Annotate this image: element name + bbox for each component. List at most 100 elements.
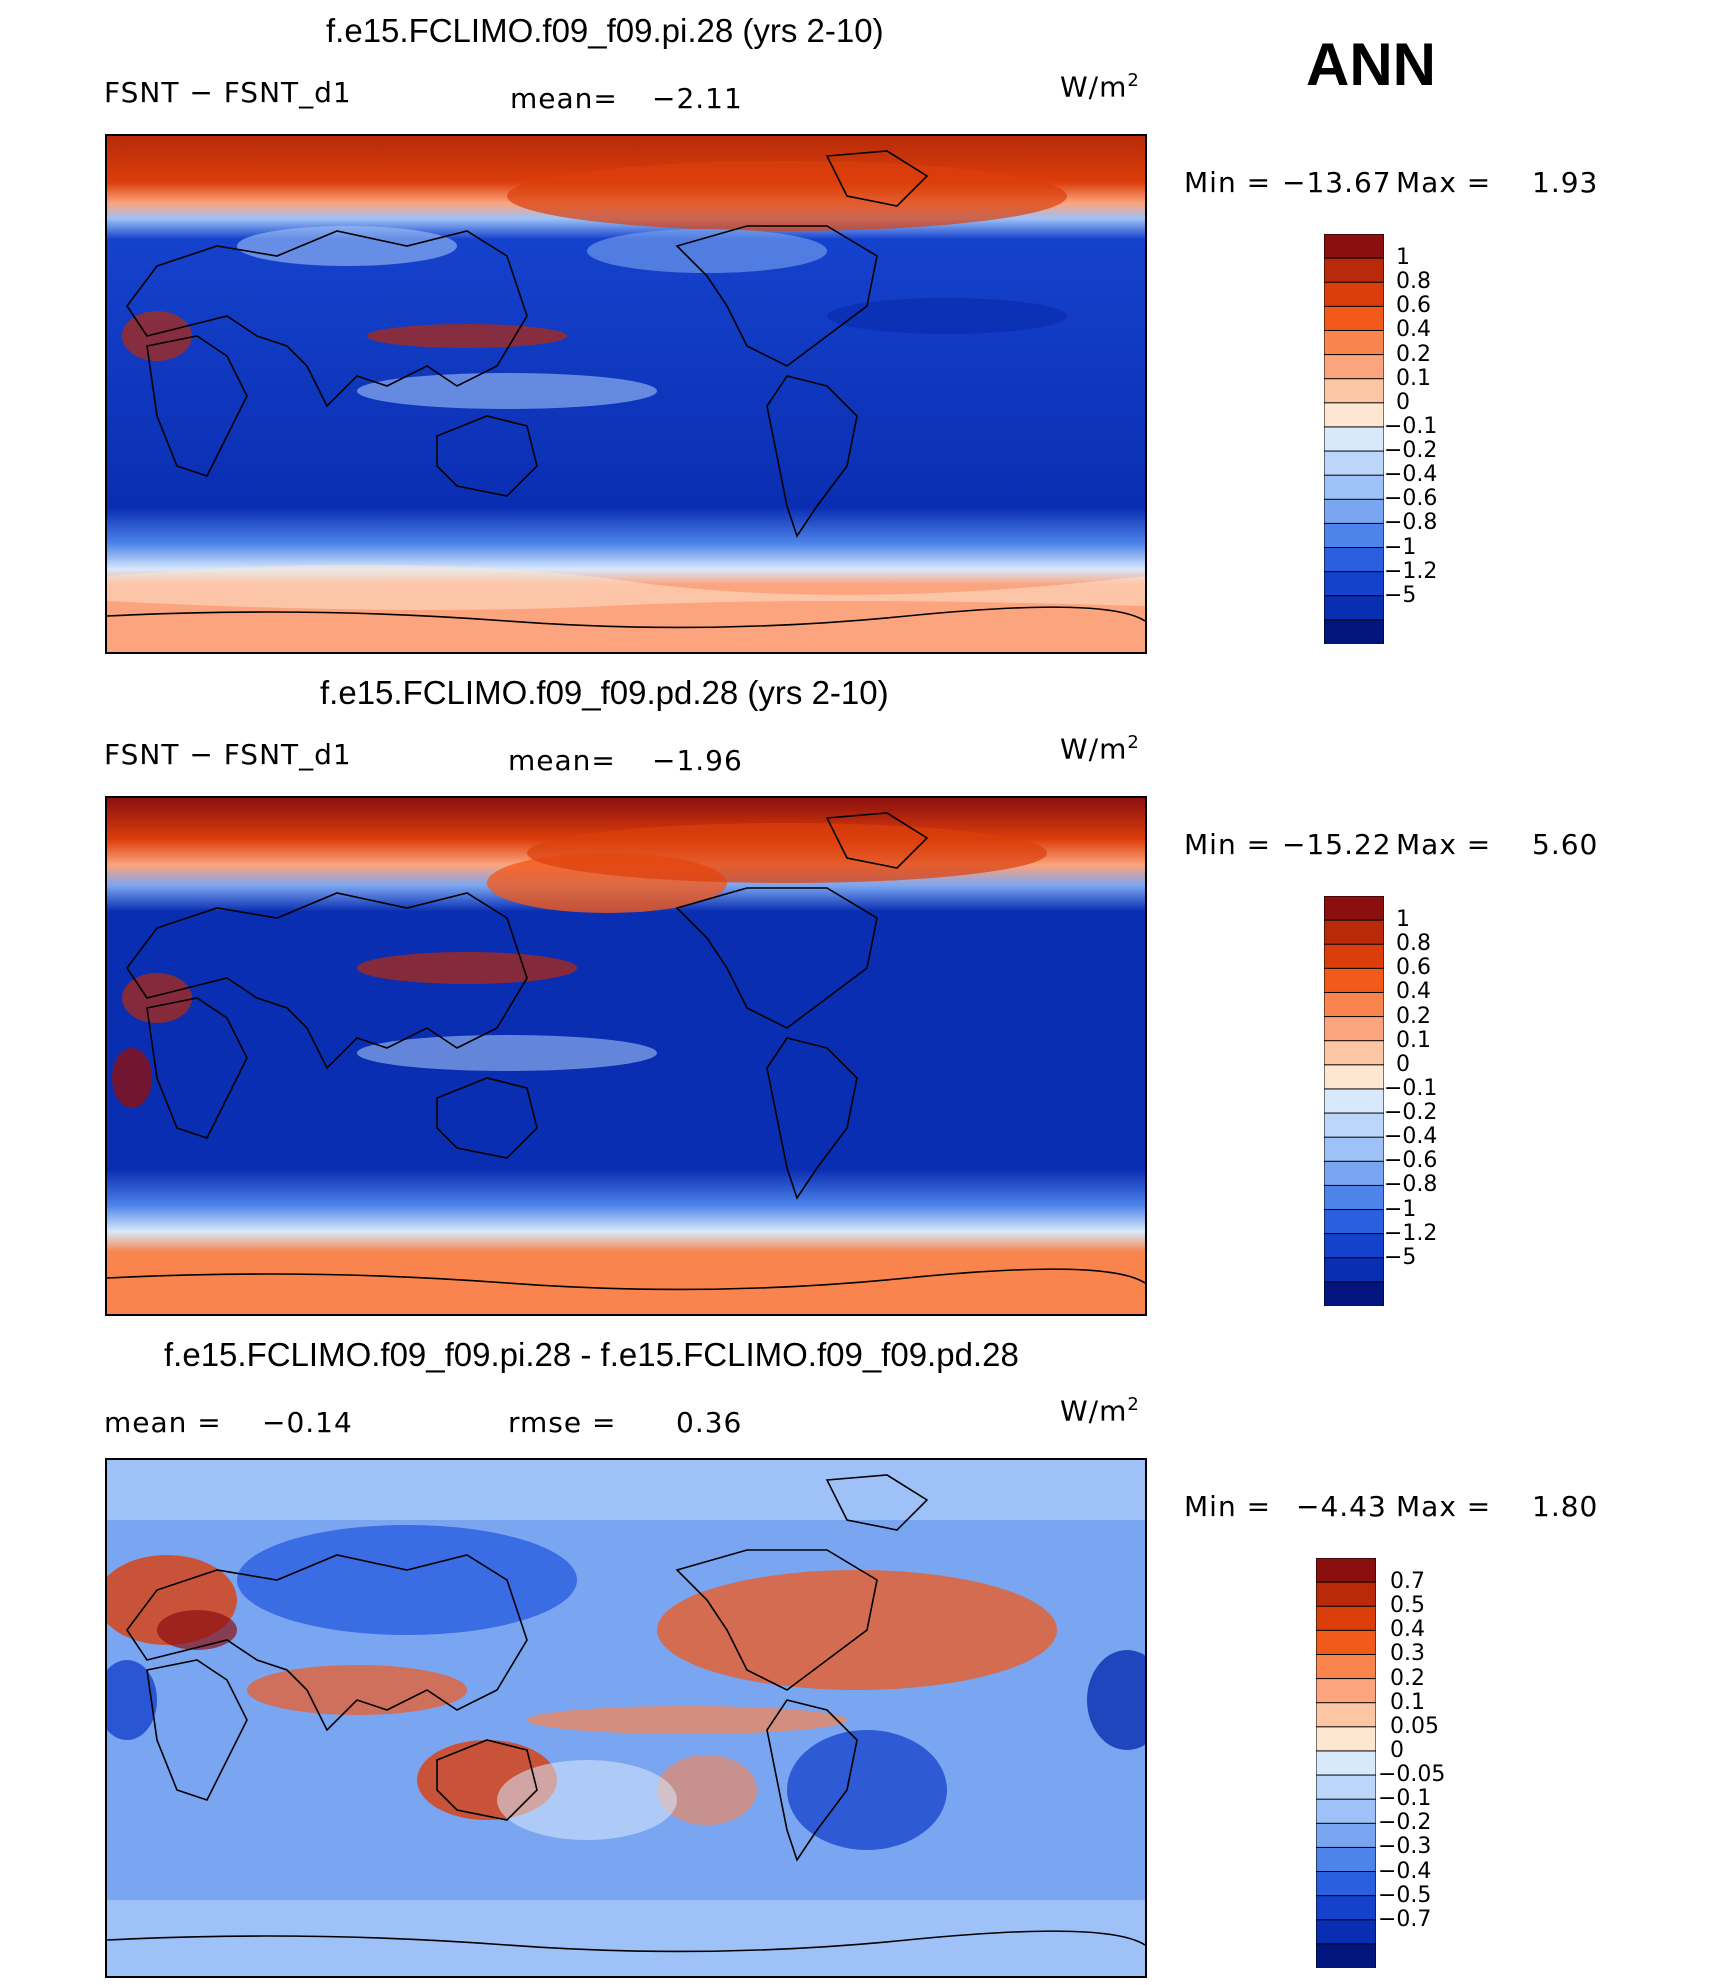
colorbar-1-tick-label: 0.4 bbox=[1396, 317, 1431, 343]
panel-3-min-label: Min = bbox=[1184, 1490, 1272, 1523]
colorbar-2-swatch bbox=[1323, 967, 1385, 994]
panel-3-units: W/m2 bbox=[1060, 1394, 1140, 1427]
panel-1-southern-ocean bbox=[107, 564, 1145, 610]
colorbar-3-swatch bbox=[1315, 1629, 1377, 1656]
panel-1-map bbox=[105, 134, 1147, 654]
colorbar-3-swatch bbox=[1315, 1557, 1377, 1584]
panel-1-min-value: −13.67 bbox=[1282, 166, 1392, 199]
panel-1-sahara bbox=[122, 311, 192, 361]
panel-3-samerica-neg bbox=[787, 1730, 947, 1850]
panel-3-pacific-light bbox=[497, 1760, 677, 1840]
panel-1-colorbar-svg bbox=[1323, 233, 1385, 646]
colorbar-3-tick-label: 0.5 bbox=[1390, 1593, 1425, 1619]
colorbar-3-tick-label: 0 bbox=[1390, 1737, 1404, 1763]
panel-1-arctic-anomaly bbox=[507, 161, 1067, 231]
panel-3-mideast-pos bbox=[157, 1610, 237, 1650]
colorbar-1-tick-label: −0.4 bbox=[1384, 462, 1438, 488]
colorbar-1-swatch bbox=[1323, 595, 1385, 621]
colorbar-2-tick-label: −0.4 bbox=[1384, 1124, 1438, 1150]
colorbar-2-swatch bbox=[1323, 1233, 1385, 1259]
panel-3-min-value: −4.43 bbox=[1296, 1490, 1387, 1523]
panel-3-colorbar-svg bbox=[1315, 1557, 1377, 1970]
colorbar-2-tick-label: 0 bbox=[1396, 1051, 1410, 1077]
colorbar-1-tick-label: 0.8 bbox=[1396, 269, 1431, 295]
colorbar-1-swatch bbox=[1323, 257, 1385, 284]
colorbar-1-swatch bbox=[1323, 474, 1385, 501]
panel-3-america-pos bbox=[657, 1570, 1057, 1690]
colorbar-3-tick-label: 0.3 bbox=[1390, 1641, 1425, 1667]
colorbar-2-tick-label: −1.2 bbox=[1384, 1220, 1438, 1246]
colorbar-3-tick-label: −0.3 bbox=[1378, 1834, 1432, 1860]
panel-1-max-value: 1.93 bbox=[1532, 166, 1599, 199]
panel-2-colorbar-svg bbox=[1323, 895, 1385, 1308]
colorbar-2-swatch bbox=[1323, 1088, 1385, 1115]
colorbar-3-swatch bbox=[1315, 1798, 1377, 1825]
season-label: ANN bbox=[1306, 31, 1436, 98]
panel-3-colorbar bbox=[1315, 1557, 1377, 1970]
colorbar-1-swatch bbox=[1323, 378, 1385, 404]
colorbar-3-swatch bbox=[1315, 1846, 1377, 1873]
panel-3-rmse-value: 0.36 bbox=[676, 1406, 743, 1439]
colorbar-3-swatch bbox=[1315, 1774, 1377, 1801]
panel-3-arctic bbox=[107, 1460, 1145, 1520]
colorbar-1-swatch bbox=[1323, 426, 1385, 453]
colorbar-2-swatch bbox=[1323, 1136, 1385, 1163]
panel-2-min-value: −15.22 bbox=[1282, 828, 1392, 861]
colorbar-2-swatch bbox=[1323, 919, 1385, 946]
colorbar-1-swatch bbox=[1323, 450, 1385, 477]
colorbar-1-swatch bbox=[1323, 233, 1385, 260]
colorbar-1-tick-label: 0.2 bbox=[1396, 341, 1431, 367]
panel-1-map-svg bbox=[107, 136, 1145, 652]
colorbar-1-tick-label: −0.1 bbox=[1384, 413, 1438, 439]
colorbar-3-swatch bbox=[1315, 1605, 1377, 1632]
colorbar-2-tick-label: 0.4 bbox=[1396, 979, 1431, 1005]
panel-2-variable: FSNT − FSNT_d1 bbox=[104, 738, 352, 771]
colorbar-2-tick-label: 0.8 bbox=[1396, 931, 1431, 957]
panel-1-mean-label: mean= bbox=[510, 82, 618, 115]
colorbar-3-swatch bbox=[1315, 1750, 1377, 1777]
colorbar-3-swatch bbox=[1315, 1702, 1377, 1728]
colorbar-1-swatch bbox=[1323, 571, 1385, 597]
colorbar-1-swatch bbox=[1323, 329, 1385, 356]
colorbar-2-tick-label: −5 bbox=[1384, 1244, 1417, 1270]
panel-1-title: f.e15.FCLIMO.f09_f09.pi.28 (yrs 2-10) bbox=[326, 12, 884, 49]
panel-2-units-exp: 2 bbox=[1127, 732, 1140, 753]
panel-3-units-text: W/m bbox=[1060, 1394, 1128, 1428]
panel-1-colorbar bbox=[1323, 233, 1385, 646]
colorbar-1-tick-label: −1.2 bbox=[1384, 558, 1438, 584]
colorbar-2-swatch bbox=[1323, 1257, 1385, 1283]
panel-1-tropical-band bbox=[357, 373, 657, 409]
panel-3-africa-neg bbox=[1087, 1650, 1145, 1750]
panel-2-africa-west bbox=[112, 1048, 152, 1108]
panel-3-itcz-pos bbox=[527, 1706, 847, 1734]
panel-3-title: f.e15.FCLIMO.f09_f09.pi.28 - f.e15.FCLIM… bbox=[164, 1336, 1019, 1373]
colorbar-2-tick-label: −0.1 bbox=[1384, 1075, 1438, 1101]
colorbar-3-tick-label: 0.7 bbox=[1390, 1569, 1425, 1595]
colorbar-1-tick-label: −5 bbox=[1384, 582, 1417, 608]
panel-2-max-value: 5.60 bbox=[1532, 828, 1599, 861]
panel-2-mean-label: mean= bbox=[508, 744, 616, 777]
panel-3-mean-value: −0.14 bbox=[262, 1406, 353, 1439]
colorbar-3-tick-label: −0.05 bbox=[1378, 1762, 1446, 1788]
colorbar-3-tick-label: 0.4 bbox=[1390, 1617, 1425, 1643]
colorbar-2-tick-label: 1 bbox=[1396, 907, 1410, 933]
colorbar-3-tick-label: −0.2 bbox=[1378, 1810, 1432, 1836]
panel-3-sepac-pos bbox=[657, 1755, 757, 1825]
colorbar-3-swatch bbox=[1315, 1919, 1377, 1945]
colorbar-2-swatch bbox=[1323, 1112, 1385, 1139]
panel-2-arctic-anomaly bbox=[527, 823, 1047, 883]
panel-2-coastlines bbox=[107, 812, 1145, 1291]
colorbar-3-swatch bbox=[1315, 1581, 1377, 1608]
panel-1-min-label: Min = bbox=[1184, 166, 1272, 199]
panel-3-asia-neg bbox=[237, 1525, 577, 1635]
panel-3-units-exp: 2 bbox=[1127, 1394, 1140, 1415]
panel-3-map bbox=[105, 1458, 1147, 1978]
colorbar-1-tick-label: 1 bbox=[1396, 245, 1410, 271]
colorbar-3-tick-label: 0.05 bbox=[1390, 1713, 1439, 1739]
panel-3-mean-label: mean = bbox=[104, 1406, 222, 1439]
colorbar-2-tick-label: 0.1 bbox=[1396, 1027, 1431, 1053]
colorbar-1-swatch bbox=[1323, 619, 1385, 646]
panel-2-map bbox=[105, 796, 1147, 1316]
colorbar-1-tick-label: −0.6 bbox=[1384, 486, 1438, 512]
colorbar-2-tick-label: 0.6 bbox=[1396, 955, 1431, 981]
